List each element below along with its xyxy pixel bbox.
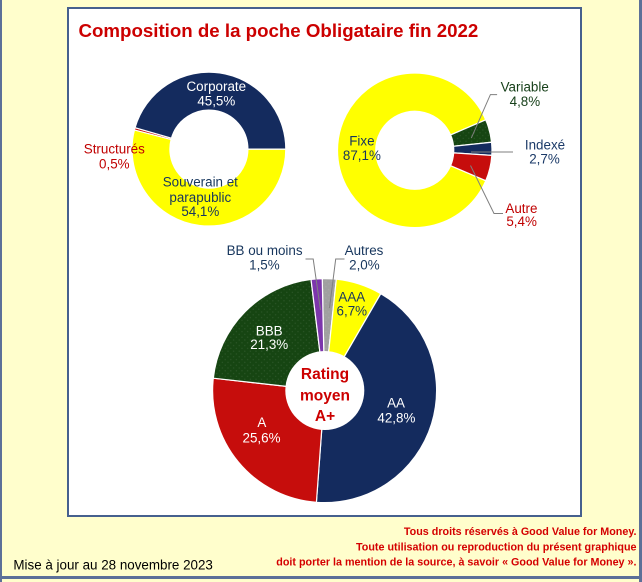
svg-text:Structurés: Structurés — [84, 142, 145, 157]
svg-text:moyen: moyen — [300, 388, 350, 405]
svg-text:21,3%: 21,3% — [250, 337, 288, 352]
svg-text:Indexé: Indexé — [525, 138, 565, 153]
svg-text:87,1%: 87,1% — [343, 148, 381, 163]
svg-text:Autres: Autres — [345, 243, 384, 258]
svg-text:5,4%: 5,4% — [506, 214, 537, 229]
svg-text:42,8%: 42,8% — [377, 410, 415, 425]
svg-text:Autre: Autre — [505, 201, 537, 216]
svg-text:2,7%: 2,7% — [529, 151, 560, 166]
svg-text:BB ou moins: BB ou moins — [227, 243, 303, 258]
svg-text:54,1%: 54,1% — [181, 204, 219, 219]
svg-text:Tous droits réservés à Good Va: Tous droits réservés à Good Value for Mo… — [404, 526, 637, 538]
svg-text:A+: A+ — [315, 408, 335, 425]
svg-text:parapublic: parapublic — [169, 190, 231, 205]
svg-text:Corporate: Corporate — [187, 79, 247, 94]
svg-text:Mise à jour au 28 novembre 202: Mise à jour au 28 novembre 2023 — [13, 558, 213, 573]
svg-text:BBB: BBB — [256, 323, 283, 338]
svg-text:Rating: Rating — [301, 366, 349, 383]
svg-text:1,5%: 1,5% — [249, 257, 280, 272]
svg-text:0,5%: 0,5% — [99, 156, 130, 171]
svg-text:45,5%: 45,5% — [197, 94, 235, 109]
svg-text:6,7%: 6,7% — [337, 303, 368, 318]
svg-text:25,6%: 25,6% — [243, 430, 281, 445]
svg-text:Fixe: Fixe — [349, 134, 374, 149]
svg-text:4,8%: 4,8% — [510, 94, 541, 109]
svg-text:AA: AA — [387, 396, 405, 411]
svg-text:2,0%: 2,0% — [349, 257, 380, 272]
svg-text:A: A — [257, 415, 266, 430]
svg-text:Toute utilisation ou reproduct: Toute utilisation ou reproduction du pré… — [356, 541, 637, 553]
svg-text:Variable: Variable — [501, 80, 549, 95]
svg-text:Composition de la poche Obliga: Composition de la poche Obligataire fin … — [79, 20, 479, 41]
svg-text:AAA: AAA — [338, 290, 365, 305]
svg-text:Souverain et: Souverain et — [163, 175, 238, 190]
svg-text:doit porter la mention de la s: doit porter la mention de la source, à s… — [276, 557, 636, 569]
